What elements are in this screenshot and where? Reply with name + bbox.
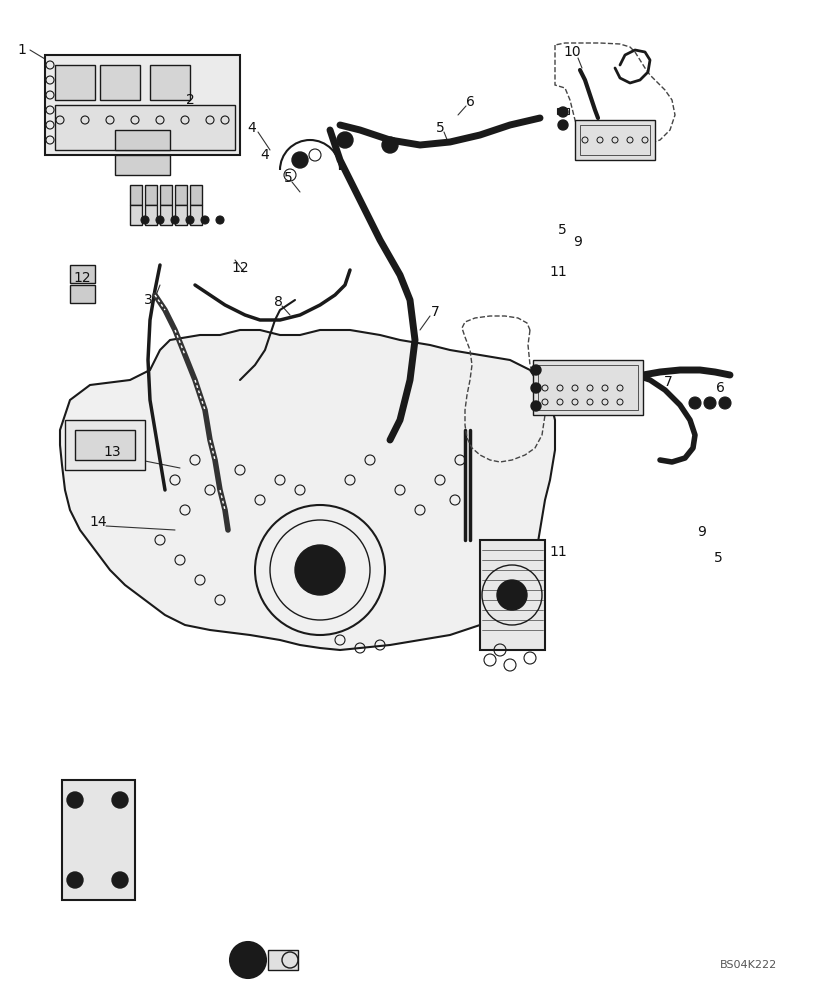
Circle shape <box>67 792 83 808</box>
Bar <box>533 360 643 415</box>
Polygon shape <box>480 540 545 650</box>
Circle shape <box>141 216 149 224</box>
Bar <box>130 185 142 205</box>
Circle shape <box>337 132 353 148</box>
Circle shape <box>156 216 164 224</box>
Bar <box>100 65 140 100</box>
Text: 9: 9 <box>698 525 706 539</box>
Text: 8: 8 <box>274 295 283 309</box>
Text: 5: 5 <box>283 171 293 185</box>
Text: 6: 6 <box>466 95 475 109</box>
Circle shape <box>292 152 308 168</box>
Circle shape <box>308 558 332 582</box>
Bar <box>557 108 569 114</box>
Circle shape <box>531 365 541 375</box>
Circle shape <box>531 401 541 411</box>
Bar <box>175 205 187 225</box>
Text: 3: 3 <box>143 293 152 307</box>
Circle shape <box>230 942 266 978</box>
Bar <box>575 120 655 160</box>
Circle shape <box>112 872 128 888</box>
Bar <box>115 130 170 150</box>
Circle shape <box>719 397 731 409</box>
Circle shape <box>201 216 209 224</box>
Text: 11: 11 <box>549 265 567 279</box>
Bar <box>160 185 172 205</box>
Circle shape <box>295 545 345 595</box>
Bar <box>45 55 240 155</box>
Bar <box>580 125 650 155</box>
Circle shape <box>171 216 179 224</box>
Text: 12: 12 <box>232 261 249 275</box>
Circle shape <box>186 216 194 224</box>
Circle shape <box>704 397 716 409</box>
Bar <box>55 105 235 150</box>
Text: 14: 14 <box>89 515 107 529</box>
Circle shape <box>112 792 128 808</box>
Text: 1: 1 <box>17 43 26 57</box>
Bar <box>130 205 142 225</box>
Bar <box>175 185 187 205</box>
Text: 5: 5 <box>714 551 723 565</box>
Bar <box>70 265 95 283</box>
Circle shape <box>558 120 568 130</box>
Circle shape <box>216 216 224 224</box>
Text: 5: 5 <box>558 223 566 237</box>
Circle shape <box>531 383 541 393</box>
Text: 2: 2 <box>185 93 194 107</box>
Bar <box>268 950 298 970</box>
Circle shape <box>558 107 568 117</box>
Text: 6: 6 <box>715 381 724 395</box>
Bar <box>145 205 157 225</box>
Text: 13: 13 <box>103 445 121 459</box>
Bar <box>55 65 95 100</box>
Text: 7: 7 <box>431 305 439 319</box>
Circle shape <box>238 950 258 970</box>
Bar <box>75 430 135 460</box>
Bar <box>150 65 190 100</box>
Text: 7: 7 <box>663 375 672 389</box>
Bar <box>145 185 157 205</box>
Text: 5: 5 <box>436 121 444 135</box>
Circle shape <box>689 397 701 409</box>
Bar <box>160 205 172 225</box>
Bar <box>70 285 95 303</box>
Bar <box>65 420 145 470</box>
Text: 10: 10 <box>563 45 581 59</box>
Text: 4: 4 <box>260 148 269 162</box>
Polygon shape <box>62 780 135 900</box>
Text: BS04K222: BS04K222 <box>720 960 777 970</box>
Text: 9: 9 <box>574 235 583 249</box>
Bar <box>190 205 202 225</box>
Bar <box>115 155 170 175</box>
Circle shape <box>497 580 527 610</box>
Circle shape <box>67 872 83 888</box>
Bar <box>190 185 202 205</box>
Circle shape <box>382 137 398 153</box>
Text: 12: 12 <box>73 271 91 285</box>
Text: 11: 11 <box>549 545 567 559</box>
Text: 4: 4 <box>248 121 256 135</box>
Polygon shape <box>60 330 555 650</box>
Bar <box>538 365 638 410</box>
